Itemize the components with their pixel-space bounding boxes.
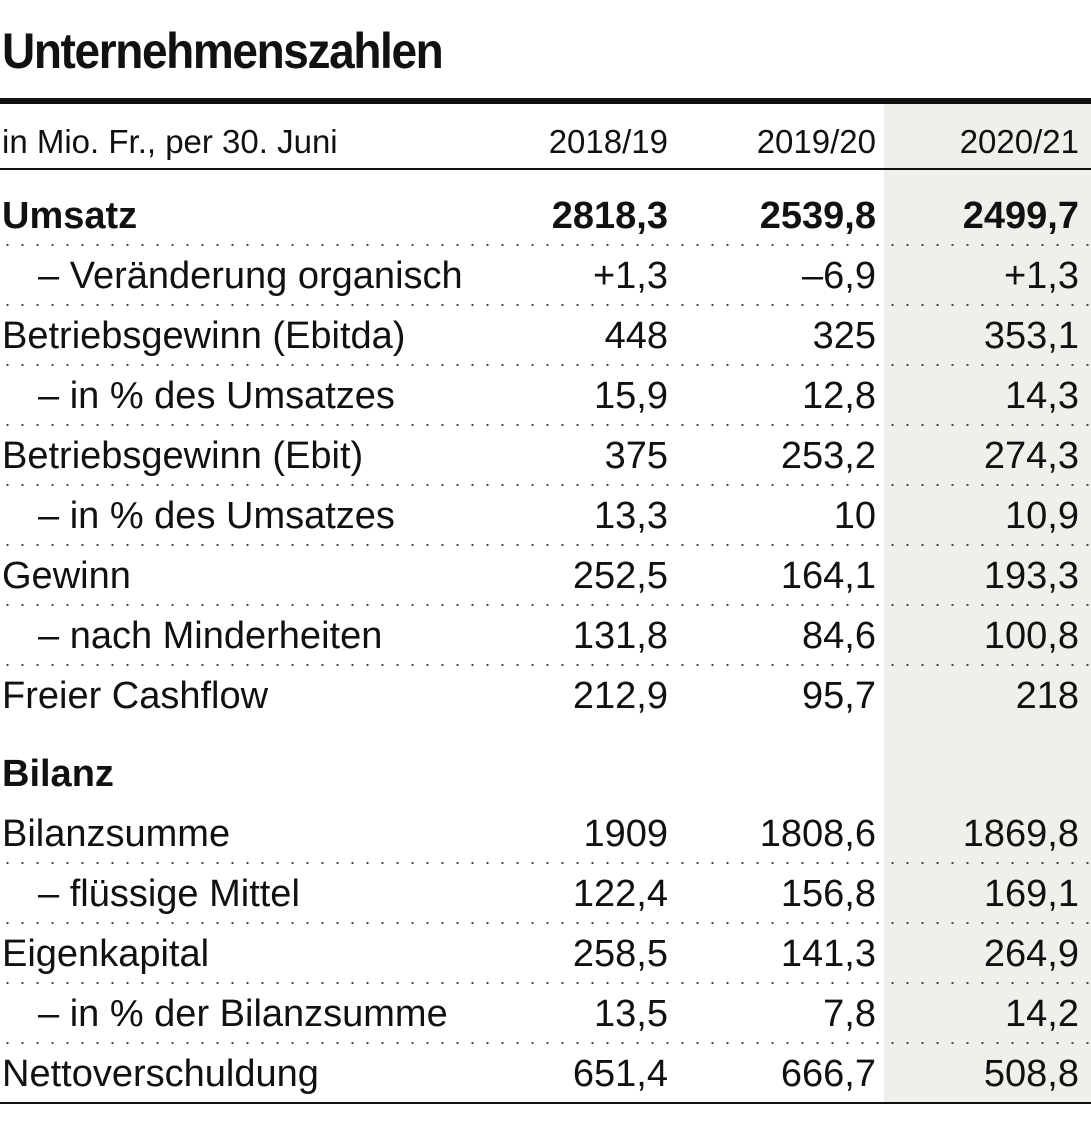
cell-2019-20: –6,9	[802, 254, 876, 297]
row-label: Umsatz	[2, 194, 138, 237]
cell-2019-20: 10	[833, 494, 876, 537]
cell-2018-19: 252,5	[572, 554, 668, 597]
row-label: Freier Cashflow	[2, 674, 269, 717]
cell-2018-19: 375	[604, 434, 668, 477]
cell-2020-21: 353,1	[983, 314, 1079, 357]
row-label: Betriebsgewinn (Ebit)	[2, 434, 364, 477]
cell-2019-20: 95,7	[802, 674, 876, 717]
year-header-2: 2019/20	[756, 123, 876, 160]
cell-2019-20: 7,8	[823, 992, 876, 1035]
cell-2018-19: 131,8	[572, 614, 668, 657]
row-label: – Veränderung organisch	[38, 254, 463, 297]
row-label: – flüssige Mittel	[38, 872, 300, 915]
cell-2020-21: 1869,8	[962, 812, 1079, 855]
header-rule	[0, 168, 1091, 170]
cell-2020-21: 218	[1015, 674, 1079, 717]
table-row-ebit-margin: – in % des Umsatzes 13,3 10 10,9	[0, 486, 1091, 546]
cell-2018-19: 212,9	[572, 674, 668, 717]
cell-2018-19: 1909	[583, 812, 668, 855]
cell-2020-21: 274,3	[983, 434, 1079, 477]
section-heading-bilanz: Bilanz	[0, 744, 1091, 804]
table-row-nettoverschuldung: Nettoverschuldung 651,4 666,7 508,8	[0, 1044, 1091, 1104]
table-header: in Mio. Fr., per 30. Juni 2018/19 2019/2…	[0, 118, 1091, 166]
table-row-ebit: Betriebsgewinn (Ebit) 375 253,2 274,3	[0, 426, 1091, 486]
cell-2019-20: 253,2	[780, 434, 876, 477]
cell-2020-21: 14,2	[1005, 992, 1079, 1035]
cell-2018-19: 13,5	[594, 992, 668, 1035]
cell-2020-21: 2499,7	[962, 194, 1079, 237]
row-label: Eigenkapital	[2, 932, 210, 975]
table-row-fluessige-mittel: – flüssige Mittel 122,4 156,8 169,1	[0, 864, 1091, 924]
cell-2019-20: 141,3	[780, 932, 876, 975]
table-row-bilanzsumme: Bilanzsumme 1909 1808,6 1869,8	[0, 804, 1091, 864]
table-row-umsatz: Umsatz 2818,3 2539,8 2499,7	[0, 186, 1091, 246]
table-row-ebitda-margin: – in % des Umsatzes 15,9 12,8 14,3	[0, 366, 1091, 426]
table-row-eigenkapitalquote: – in % der Bilanzsumme 13,5 7,8 14,2	[0, 984, 1091, 1044]
table-row-eigenkapital: Eigenkapital 258,5 141,3 264,9	[0, 924, 1091, 984]
unit-label: in Mio. Fr., per 30. Juni	[2, 123, 338, 160]
top-rule	[0, 98, 1091, 104]
row-label: Bilanzsumme	[2, 812, 231, 855]
cell-2019-20: 156,8	[780, 872, 876, 915]
cell-2018-19: 651,4	[572, 1052, 668, 1095]
cell-2018-19: 258,5	[572, 932, 668, 975]
table-row-veraenderung-organisch: – Veränderung organisch +1,3 –6,9 +1,3	[0, 246, 1091, 306]
section-label: Bilanz	[2, 752, 114, 795]
cell-2018-19: 448	[604, 314, 668, 357]
year-header-1: 2018/19	[548, 123, 668, 160]
table-row-freier-cashflow: Freier Cashflow 212,9 95,7 218	[0, 666, 1091, 726]
row-label: – in % des Umsatzes	[38, 374, 395, 417]
row-label: Betriebsgewinn (Ebitda)	[2, 314, 406, 357]
cell-2019-20: 666,7	[780, 1052, 876, 1095]
cell-2019-20: 12,8	[802, 374, 876, 417]
cell-2020-21: 193,3	[983, 554, 1079, 597]
table-row-gewinn: Gewinn 252,5 164,1 193,3	[0, 546, 1091, 606]
cell-2019-20: 325	[812, 314, 876, 357]
cell-2020-21: 169,1	[983, 872, 1079, 915]
cell-2019-20: 1808,6	[759, 812, 876, 855]
row-label: Gewinn	[2, 554, 131, 597]
cell-2019-20: 164,1	[780, 554, 876, 597]
cell-2018-19: +1,3	[592, 254, 668, 297]
row-label: – nach Minderheiten	[38, 614, 383, 657]
row-label: – in % des Umsatzes	[38, 494, 395, 537]
cell-2018-19: 122,4	[572, 872, 668, 915]
cell-2020-21: +1,3	[1003, 254, 1079, 297]
cell-2019-20: 84,6	[802, 614, 876, 657]
cell-2020-21: 508,8	[983, 1052, 1079, 1095]
cell-2018-19: 13,3	[594, 494, 668, 537]
row-label: – in % der Bilanzsumme	[38, 992, 448, 1035]
table-row-nach-minderheiten: – nach Minderheiten 131,8 84,6 100,8	[0, 606, 1091, 666]
cell-2020-21: 10,9	[1005, 494, 1079, 537]
cell-2020-21: 14,3	[1005, 374, 1079, 417]
highlight-column	[884, 104, 1091, 1102]
cell-2018-19: 2818,3	[551, 194, 668, 237]
table-row-ebitda: Betriebsgewinn (Ebitda) 448 325 353,1	[0, 306, 1091, 366]
cell-2020-21: 100,8	[983, 614, 1079, 657]
cell-2020-21: 264,9	[983, 932, 1079, 975]
row-label: Nettoverschuldung	[2, 1052, 319, 1095]
bottom-rule	[0, 1102, 1091, 1104]
cell-2018-19: 15,9	[594, 374, 668, 417]
cell-2019-20: 2539,8	[759, 194, 876, 237]
page-title: Unternehmenszahlen	[2, 23, 444, 79]
year-header-3: 2020/21	[959, 123, 1079, 160]
